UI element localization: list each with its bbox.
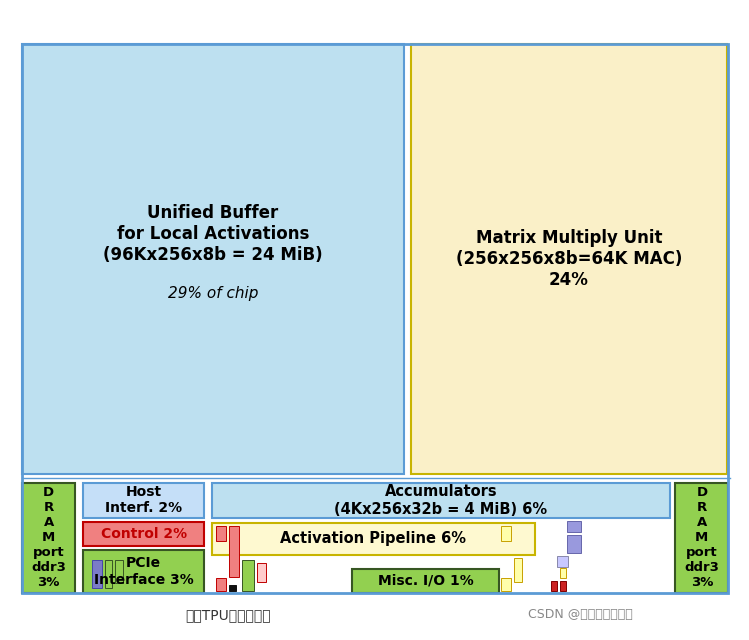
Bar (243, 559, 254, 591)
Bar (257, 563, 266, 582)
Bar (229, 525, 239, 577)
Text: Accumulators
(4Kx256x32b = 4 MiB) 6%: Accumulators (4Kx256x32b = 4 MiB) 6% (334, 484, 548, 516)
Bar (557, 556, 568, 567)
Text: Host
Interf. 2%: Host Interf. 2% (105, 485, 182, 515)
Bar (501, 525, 511, 541)
Bar (92, 560, 102, 588)
Text: D
R
A
M
port
ddr3
3%: D R A M port ddr3 3% (685, 486, 719, 589)
Text: Misc. I/O 1%: Misc. I/O 1% (378, 574, 474, 588)
Bar (567, 521, 581, 532)
Text: Activation Pipeline 6%: Activation Pipeline 6% (280, 531, 466, 547)
Bar (560, 581, 566, 591)
Bar (211, 523, 535, 555)
Bar (211, 483, 670, 518)
Text: 图：TPU芯片布局图: 图：TPU芯片布局图 (185, 608, 270, 622)
Bar (514, 558, 522, 582)
Bar (551, 581, 557, 591)
Bar (501, 579, 511, 591)
Text: Matrix Multiply Unit
(256x256x8b=64K MAC)
24%: Matrix Multiply Unit (256x256x8b=64K MAC… (456, 229, 682, 289)
Text: D
R
A
M
port
ddr3
3%: D R A M port ddr3 3% (31, 486, 66, 589)
Bar (22, 44, 728, 593)
Text: 29% of chip: 29% of chip (168, 286, 258, 301)
Bar (560, 568, 566, 579)
Bar (229, 585, 236, 591)
Bar (411, 44, 727, 474)
Bar (567, 534, 581, 554)
Bar (115, 560, 123, 584)
Bar (83, 483, 204, 518)
Bar (105, 560, 112, 588)
Bar (676, 483, 728, 593)
Text: Unified Buffer
for Local Activations
(96Kx256x8b = 24 MiB): Unified Buffer for Local Activations (96… (103, 204, 323, 264)
Text: CSDN @女王の专属领地: CSDN @女王の专属领地 (527, 608, 632, 621)
Bar (22, 483, 75, 593)
Bar (216, 579, 226, 591)
Bar (216, 525, 226, 541)
Bar (22, 44, 404, 474)
Bar (353, 569, 500, 593)
Text: PCIe
Interface 3%: PCIe Interface 3% (94, 556, 193, 587)
Text: Control 2%: Control 2% (100, 527, 187, 541)
Bar (83, 522, 204, 546)
Bar (83, 550, 204, 593)
